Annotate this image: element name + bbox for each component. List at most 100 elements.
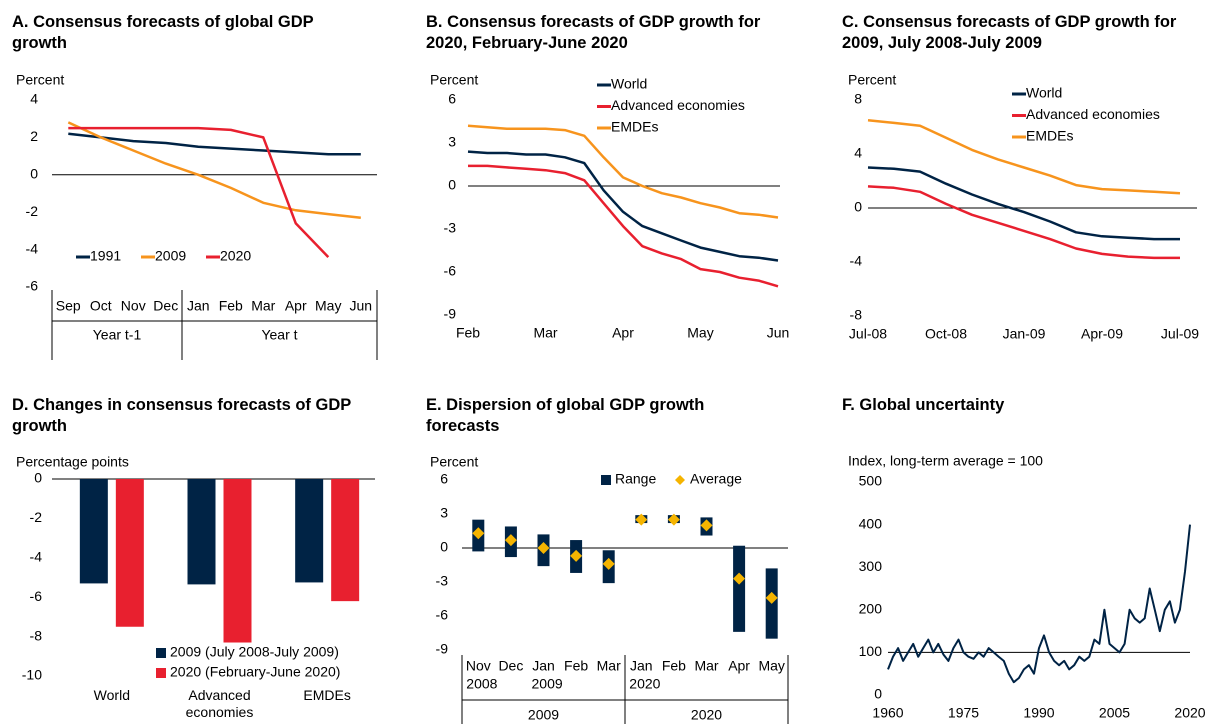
average-marker <box>570 549 583 562</box>
series-line <box>67 121 361 220</box>
average-marker <box>537 542 550 554</box>
x-tick-label: Mar <box>251 298 275 314</box>
average-marker <box>602 557 615 570</box>
legend-label: 2009 <box>155 248 186 264</box>
y-tick-label: -8 <box>850 307 863 323</box>
group-label: 2009 <box>528 707 559 723</box>
bar <box>295 479 324 583</box>
y-axis-label: Percent <box>16 72 64 88</box>
average-marker <box>700 519 713 532</box>
average-marker <box>635 513 648 526</box>
y-axis-label: Percent <box>430 454 478 470</box>
x-tick-label: May <box>758 658 784 674</box>
x-tick-label: EMDEs <box>303 687 351 703</box>
y-tick-label: 0 <box>34 470 42 486</box>
y-tick-label: 500 <box>859 473 883 489</box>
legend-swatch <box>156 648 166 658</box>
y-tick-label: 100 <box>859 643 883 659</box>
legend-label: 2020 <box>220 248 251 264</box>
legend-label: Range <box>615 471 656 487</box>
y-tick-label: -6 <box>444 263 457 279</box>
x-tick-label: 2005 <box>1099 705 1130 721</box>
bar <box>223 479 252 643</box>
average-marker <box>765 591 778 604</box>
legend-label: EMDEs <box>611 119 658 135</box>
average-marker <box>504 534 517 547</box>
x-tick-label: Feb <box>564 658 588 674</box>
legend-swatch <box>601 475 611 485</box>
legend-label: 2009 (July 2008-July 2009) <box>170 644 339 660</box>
bar <box>331 479 360 602</box>
x-tick-label: Mar <box>597 658 621 674</box>
panel-title: D. Changes in consensus forecasts of GDP… <box>12 396 351 435</box>
series-line <box>467 150 779 262</box>
y-tick-label: 4 <box>30 91 38 107</box>
x-tick-label: 2020 <box>1174 705 1205 721</box>
legend-label: Advanced economies <box>611 97 745 113</box>
bar <box>187 479 216 585</box>
y-tick-label: 3 <box>440 505 448 521</box>
y-tick-label: 0 <box>30 166 38 182</box>
x-tick-label: Sep <box>56 298 81 314</box>
average-marker <box>733 572 746 585</box>
x-tick-label: Dec <box>153 298 178 314</box>
y-tick-label: 0 <box>448 177 456 193</box>
legend-label: World <box>1026 85 1062 101</box>
legend-swatch <box>156 668 166 678</box>
x-tick-label: 1990 <box>1023 705 1054 721</box>
x-tick-label: Jun <box>767 325 790 341</box>
y-tick-label: 3 <box>448 134 456 150</box>
x-tick-label: Apr <box>612 325 634 341</box>
series-line <box>867 166 1180 241</box>
legend-label: World <box>611 76 647 92</box>
range-bar <box>733 545 746 632</box>
series-line <box>467 124 779 219</box>
panel-title: C. Consensus forecasts of GDP growth for… <box>842 13 1177 52</box>
y-tick-label: 400 <box>859 515 883 531</box>
y-tick-label: -9 <box>436 641 449 657</box>
y-tick-label: -4 <box>26 240 39 256</box>
x-tick-label: Oct <box>90 298 112 314</box>
x-tick-label: May <box>315 298 341 314</box>
y-tick-label: -2 <box>26 203 39 219</box>
x-tick-label: Feb <box>662 658 686 674</box>
bar <box>79 479 108 584</box>
series-line <box>867 119 1181 195</box>
y-tick-label: 300 <box>859 558 883 574</box>
x-tick-label: 1975 <box>948 705 979 721</box>
y-tick-label: -2 <box>30 509 43 525</box>
group-label: Year t-1 <box>93 327 142 343</box>
y-tick-label: 6 <box>440 471 448 487</box>
x-tick-label: Jun <box>349 298 372 314</box>
x-tick-label: Nov <box>121 298 146 314</box>
legend-label: Advanced economies <box>1026 106 1160 122</box>
x-tick-label: Apr-09 <box>1081 326 1123 342</box>
group-label: Year t <box>261 327 297 343</box>
y-tick-label: 2 <box>30 128 38 144</box>
x-tick-label: Mar <box>694 658 718 674</box>
panel-title: B. Consensus forecasts of GDP growth for… <box>426 13 761 52</box>
x-tick-label: Feb <box>219 298 243 314</box>
x-tick-label: Jul-09 <box>1161 326 1199 342</box>
y-tick-label: -4 <box>850 253 863 269</box>
x-tick-label: Advanced economies <box>185 687 254 720</box>
x-tick-label: Jan <box>187 298 210 314</box>
series-line <box>68 132 361 156</box>
x-tick-label: Mar <box>533 325 557 341</box>
series-line <box>867 185 1180 260</box>
x-tick-year: 2020 <box>629 676 660 692</box>
y-axis-label: Percent <box>430 72 478 88</box>
y-tick-label: 0 <box>874 686 882 702</box>
average-marker <box>472 527 485 540</box>
y-tick-label: -6 <box>436 607 449 623</box>
series-line <box>468 164 779 288</box>
x-tick-label: 1960 <box>872 705 903 721</box>
group-label: 2020 <box>691 707 722 723</box>
y-tick-label: 0 <box>854 199 862 215</box>
x-tick-label: Nov <box>466 658 491 674</box>
y-tick-label: -3 <box>436 573 449 589</box>
average-marker <box>667 513 680 526</box>
x-tick-label: World <box>93 687 130 703</box>
y-axis-label: Index, long-term average = 100 <box>848 453 1043 469</box>
